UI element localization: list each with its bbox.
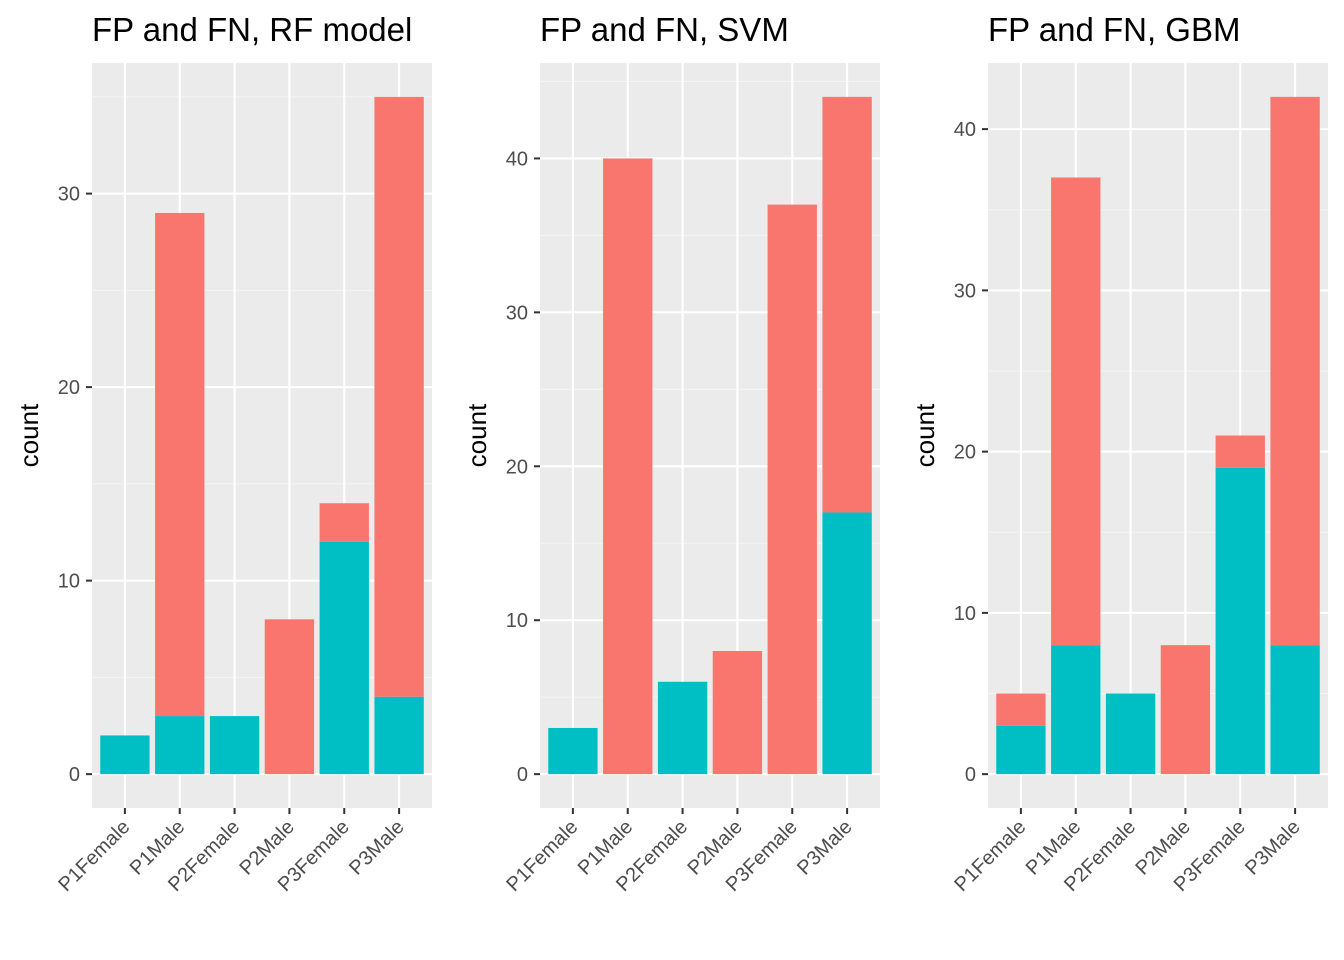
- y-axis-title: count: [14, 403, 44, 467]
- y-tick-label: 10: [954, 603, 976, 625]
- bar-segment: [155, 212, 205, 717]
- bar-segment: [374, 96, 424, 697]
- bar-segment: [155, 716, 205, 775]
- bar-segment: [1160, 645, 1211, 775]
- bar-segment: [1270, 645, 1320, 775]
- bar-segment: [1051, 177, 1101, 646]
- x-tick-label: P3Male: [793, 816, 857, 880]
- bar-segment: [822, 96, 872, 513]
- bar-segment: [1215, 435, 1265, 468]
- bar-segment: [319, 503, 369, 542]
- y-axis-title: count: [910, 403, 940, 467]
- x-tick-label: P1Female: [950, 816, 1030, 896]
- y-tick-label: 40: [506, 148, 528, 170]
- y-tick-label: 20: [954, 442, 976, 464]
- y-tick-label: 0: [965, 764, 976, 786]
- bar-segment: [1051, 645, 1101, 775]
- y-tick-label: 30: [506, 302, 528, 324]
- bar-segment: [712, 650, 763, 775]
- y-axis-title: count: [462, 403, 492, 467]
- y-tick-label: 0: [69, 764, 80, 786]
- bar-segment: [264, 619, 315, 775]
- bar-segment: [548, 727, 598, 775]
- x-tick-label: P1Female: [502, 816, 582, 896]
- bar-segment: [319, 541, 369, 775]
- x-tick-label: P1Female: [54, 816, 134, 896]
- chart-title: FP and FN, SVM: [540, 11, 789, 48]
- bar-segment: [1105, 693, 1156, 775]
- bar-segment: [657, 681, 708, 775]
- y-tick-label: 30: [954, 280, 976, 302]
- chart-panel-svm: 010203040P1FemaleP1MaleP2FemaleP2MaleP3F…: [462, 11, 880, 896]
- x-tick-label: P3Male: [1241, 816, 1305, 880]
- y-tick-label: 10: [58, 571, 80, 593]
- bar-segment: [100, 735, 150, 775]
- bar-segment: [996, 725, 1046, 775]
- y-tick-label: 0: [517, 764, 528, 786]
- y-tick-label: 20: [506, 456, 528, 478]
- bar-segment: [1215, 467, 1265, 775]
- chart-panel-rf: 0102030P1FemaleP1MaleP2FemaleP2MaleP3Fem…: [14, 11, 432, 896]
- y-tick-label: 30: [58, 184, 80, 206]
- bar-segment: [996, 693, 1046, 726]
- y-tick-label: 20: [58, 377, 80, 399]
- chart-title: FP and FN, GBM: [988, 11, 1240, 48]
- y-tick-label: 10: [506, 610, 528, 632]
- bar-segment: [209, 716, 260, 775]
- bar-segment: [767, 204, 817, 775]
- bar-segment: [1270, 96, 1320, 646]
- bar-segment: [822, 512, 872, 775]
- chart-panel-gbm: 010203040P1FemaleP1MaleP2FemaleP2MaleP3F…: [910, 11, 1328, 896]
- bar-segment: [603, 158, 653, 775]
- y-tick-label: 40: [954, 119, 976, 141]
- chart-title: FP and FN, RF model: [92, 11, 412, 48]
- bar-segment: [374, 696, 424, 775]
- x-tick-label: P3Male: [345, 816, 409, 880]
